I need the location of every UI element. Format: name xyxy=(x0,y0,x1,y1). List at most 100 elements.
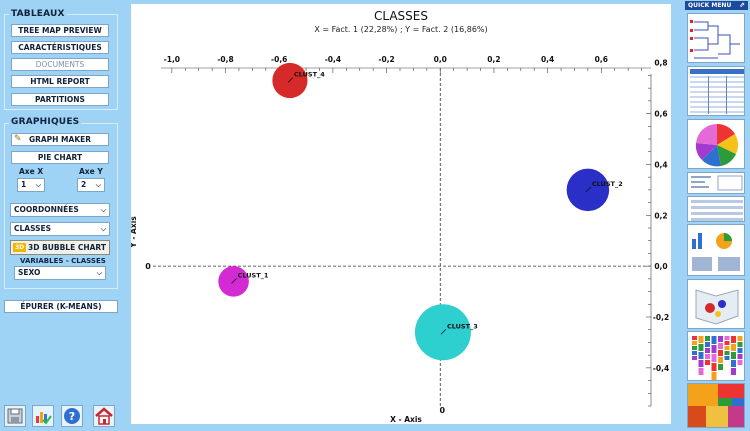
thumb-bar-segment xyxy=(698,352,704,359)
dendrogram-thumb[interactable] xyxy=(687,13,745,63)
axe-y-label: Axe Y xyxy=(79,167,103,176)
y-axis-title: Y - Axis xyxy=(131,216,138,249)
thumb-bar-segment xyxy=(718,336,723,342)
data-table-thumb[interactable] xyxy=(687,196,745,222)
x-tick-label: 0,4 xyxy=(541,55,554,64)
x-axis-title: X - Axis xyxy=(390,415,422,424)
epurer-kmeans-button[interactable]: ÉPURER (K-MEANS) xyxy=(4,300,118,313)
x-tick-label: 0,0 xyxy=(434,55,447,64)
thumb-bar-segment xyxy=(737,354,743,359)
chevron-down-icon: ⌵ xyxy=(35,181,41,189)
chart-title: CLASSES xyxy=(374,9,428,23)
bubble-marker xyxy=(287,77,294,83)
tableaux-title: TABLEAUX xyxy=(9,9,67,19)
thumb-bar-segment xyxy=(711,354,717,362)
stacked-bar-thumb[interactable] xyxy=(687,331,745,381)
thumb-bar-segment xyxy=(718,343,723,349)
thumb-bar-segment xyxy=(718,357,723,363)
caracteristiques-button[interactable]: CARACTÉRISTIQUES xyxy=(11,41,109,54)
classes-select[interactable]: CLASSES ⌵ xyxy=(10,222,110,236)
thumb-bar-segment xyxy=(692,351,697,355)
report-thumb[interactable] xyxy=(687,172,745,194)
pie-chart-button[interactable]: PIE CHART xyxy=(11,151,109,164)
origin-x-label: 0 xyxy=(145,262,151,271)
thumb-bar-segment xyxy=(711,372,717,380)
3d-bubble-thumb[interactable] xyxy=(687,279,745,329)
svg-text:?: ? xyxy=(69,410,75,423)
pie-thumb[interactable] xyxy=(687,119,745,169)
x-tick-label: 0,2 xyxy=(487,55,500,64)
thumb-bar-segment xyxy=(698,344,704,351)
thumb-bar-segment xyxy=(711,336,717,344)
y-tick-label: 0,8 xyxy=(654,59,667,68)
mini-charts-thumb[interactable] xyxy=(687,224,745,276)
origin-y-label: 0 xyxy=(439,406,445,415)
thumb-bar-segment xyxy=(698,336,704,343)
thumb-bar-segment xyxy=(705,354,710,359)
axe-y-value: 2 xyxy=(81,180,87,189)
thumb-bar-segment xyxy=(692,341,697,345)
thumb-bar-segment xyxy=(731,360,736,367)
thumb-bar-segment xyxy=(705,342,710,347)
graph-maker-button[interactable]: ✎ GRAPH MAKER xyxy=(11,133,109,146)
documents-button[interactable]: DOCUMENTS xyxy=(11,58,109,71)
html-report-button[interactable]: HTML REPORT xyxy=(11,75,109,88)
save-tool-button[interactable] xyxy=(4,405,26,427)
thumb-bar-segment xyxy=(698,368,704,375)
coordonnees-select[interactable]: COORDONNÉES ⌵ xyxy=(10,203,110,217)
quick-menu: QUICK MENU ⇗ xyxy=(683,0,750,431)
thumb-bar-segment xyxy=(737,348,743,353)
bubble-marker xyxy=(585,186,592,193)
axe-x-label: Axe X xyxy=(19,167,44,176)
x-tick-label: -0,4 xyxy=(325,55,341,64)
chart-subtitle: X = Fact. 1 (22,28%) ; Y = Fact. 2 (16,8… xyxy=(314,25,488,34)
x-tick-label: -0,8 xyxy=(217,55,233,64)
graphiques-title: GRAPHIQUES xyxy=(9,117,82,127)
3d-badge-icon: 3D xyxy=(13,243,27,252)
help-tool-button[interactable]: ? xyxy=(61,405,83,427)
bubble-marker xyxy=(231,278,237,284)
bubble-label: CLUST_3 xyxy=(447,322,478,330)
thumb-bar-segment xyxy=(737,336,743,341)
thumb-bar-segment xyxy=(705,348,710,353)
treemap-thumb[interactable] xyxy=(687,383,745,428)
thumb-bar-segment xyxy=(724,341,730,345)
quick-menu-title-text: QUICK MENU xyxy=(688,2,732,9)
home-tool-button[interactable] xyxy=(93,405,115,427)
thumb-bar-segment xyxy=(724,346,730,350)
thumb-bar-segment xyxy=(692,356,697,360)
bubble-label: CLUST_4 xyxy=(294,71,325,79)
graph-maker-label: GRAPH MAKER xyxy=(28,135,92,144)
thumb-bar-segment xyxy=(731,344,736,351)
table-thumb[interactable] xyxy=(687,66,745,116)
bubble-label: CLUST_2 xyxy=(592,180,623,188)
thumb-bar-segment xyxy=(705,336,710,341)
3d-bubble-chart-label: 3D BUBBLE CHART xyxy=(28,243,106,252)
variables-classes-label: VARIABLES - CLASSES xyxy=(20,257,106,265)
thumb-bar-segment xyxy=(724,351,730,355)
scatter-plot: -1,0 -0,8 -0,6 -0,4 -0,2 0,0 0,2 0,4 0,6 0,8 0,6 0,… xyxy=(131,55,669,424)
y-tick-label: 0,4 xyxy=(654,160,667,169)
thumb-bar-segment xyxy=(692,346,697,350)
variable-select[interactable]: SEXO ⌵ xyxy=(14,266,106,280)
help-icon: ? xyxy=(64,408,80,424)
thumb-bar-segment xyxy=(718,350,723,356)
x-tick-label: 0,6 xyxy=(595,55,608,64)
thumb-bar-segment xyxy=(737,360,743,365)
thumb-bar-segment xyxy=(731,368,736,375)
tree-map-preview-button[interactable]: TREE MAP PREVIEW xyxy=(11,24,109,37)
chart-check-tool-button[interactable] xyxy=(32,405,54,427)
y-tick-label: -0,4 xyxy=(653,364,669,373)
axe-x-value: 1 xyxy=(21,180,27,189)
3d-bubble-chart-button[interactable]: 3D 3D BUBBLE CHART xyxy=(10,240,110,255)
thumb-bar-segment xyxy=(737,342,743,347)
y-tick-label: 0,6 xyxy=(654,110,667,119)
axe-y-select[interactable]: 2 ⌵ xyxy=(77,178,105,192)
pin-icon[interactable]: ⇗ xyxy=(739,1,745,9)
partitions-button[interactable]: PARTITIONS xyxy=(11,93,109,106)
axe-x-select[interactable]: 1 ⌵ xyxy=(17,178,45,192)
x-tick-label: -0,2 xyxy=(378,55,394,64)
thumb-bar-segment xyxy=(705,360,710,365)
chart-area: CLASSES X = Fact. 1 (22,28%) ; Y = Fact.… xyxy=(131,4,671,424)
thumb-bar-segment xyxy=(698,360,704,367)
